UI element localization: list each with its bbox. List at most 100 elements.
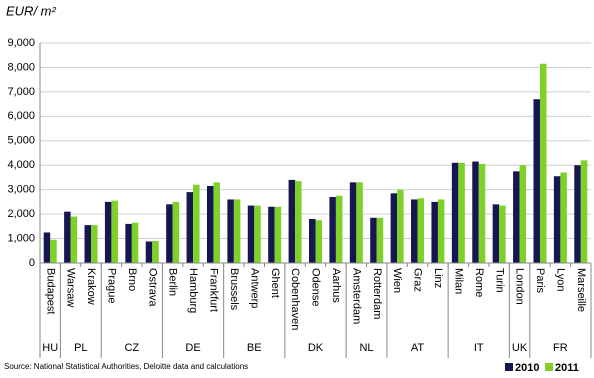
bar <box>417 198 425 263</box>
bar <box>492 204 500 263</box>
y-tick-label: 6,000 <box>7 110 35 122</box>
bar <box>288 179 296 263</box>
x-tick-label: Berlin <box>167 268 179 296</box>
bar <box>376 217 384 263</box>
legend-swatch <box>545 363 553 371</box>
x-tick-label: Turin <box>493 268 505 293</box>
bar <box>458 162 465 263</box>
bar <box>519 165 527 263</box>
bar <box>227 199 234 263</box>
bar <box>335 195 343 263</box>
y-tick-label: 5,000 <box>7 135 35 147</box>
bar <box>349 182 357 263</box>
bar <box>574 165 581 263</box>
bar <box>513 171 520 263</box>
x-tick-label: Graz <box>412 268 424 292</box>
bar <box>370 217 377 263</box>
x-tick-label: Odense <box>310 268 322 307</box>
bar <box>356 182 363 263</box>
x-tick-label: Prague <box>106 268 118 303</box>
bar <box>125 223 132 263</box>
group-label: IT <box>474 342 484 354</box>
bar <box>172 201 180 263</box>
group-label: NL <box>359 342 373 354</box>
x-tick-label: Wien <box>391 268 403 293</box>
bar <box>560 172 567 263</box>
group-label: PL <box>74 342 87 354</box>
x-tick-label: Cobenhaven <box>289 268 301 330</box>
source-note: Source: National Statistical Authorities… <box>4 362 248 371</box>
bar <box>233 199 241 263</box>
group-label: AT <box>411 342 425 354</box>
y-tick-label: 1,000 <box>7 232 35 244</box>
x-tick-label: London <box>514 268 526 305</box>
group-label: HU <box>42 342 58 354</box>
bar <box>411 199 418 263</box>
group-label: FR <box>553 342 568 354</box>
x-tick-label: Amsterdam <box>350 268 362 324</box>
bar <box>152 241 159 263</box>
x-tick-label: Milan <box>452 268 464 294</box>
x-tick-label: Rome <box>473 268 485 297</box>
x-tick-label: Aarhus <box>330 268 342 303</box>
x-tick-label: Marseille <box>575 268 587 312</box>
bar <box>533 99 540 263</box>
group-label: CZ <box>124 342 139 354</box>
x-tick-label: Brussels <box>228 268 240 311</box>
bar <box>91 225 98 263</box>
y-tick-label: 0 <box>29 257 35 269</box>
y-tick-label: 8,000 <box>7 61 35 73</box>
bar <box>131 222 139 263</box>
x-tick-label: Hamburg <box>187 268 199 313</box>
bar <box>84 225 92 263</box>
x-tick-label: Warsaw <box>65 268 77 307</box>
group-label: UK <box>512 342 528 354</box>
bar <box>50 239 57 263</box>
bar <box>213 182 220 263</box>
y-tick-label: 3,000 <box>7 184 35 196</box>
bar <box>431 201 438 263</box>
bar <box>437 199 445 263</box>
y-tick-label: 2,000 <box>7 208 35 220</box>
bar <box>309 219 316 263</box>
x-tick-label: Lyon <box>554 268 566 291</box>
bar <box>274 206 282 263</box>
bar <box>64 211 71 263</box>
x-tick-label: Ostrava <box>146 268 158 307</box>
bar <box>472 161 479 263</box>
group-label: DE <box>185 342 200 354</box>
x-tick-label: Paris <box>534 268 546 294</box>
y-tick-label: 7,000 <box>7 86 35 98</box>
bar <box>539 63 547 264</box>
x-tick-label: Krakow <box>85 268 97 305</box>
x-tick-label: Rotterdam <box>371 268 383 319</box>
legend-swatch <box>505 363 513 371</box>
bar <box>186 192 194 263</box>
legend-label: 2010 <box>515 362 539 374</box>
bar <box>268 206 275 263</box>
bar <box>70 216 78 263</box>
bar <box>193 184 200 263</box>
bar <box>247 205 255 263</box>
bar <box>145 241 153 263</box>
bar <box>329 197 336 263</box>
group-label: BE <box>247 342 262 354</box>
bar <box>390 193 398 263</box>
x-tick-label: Budapest <box>44 268 56 314</box>
bar <box>553 176 561 263</box>
bar <box>478 164 486 263</box>
bar <box>111 200 118 263</box>
group-label: DK <box>308 342 324 354</box>
x-tick-label: Frankfurt <box>208 268 220 312</box>
bar <box>451 162 459 263</box>
bar <box>206 186 214 263</box>
bar <box>254 205 261 263</box>
bar <box>43 232 51 263</box>
x-tick-label: Ghent <box>269 268 281 298</box>
x-tick-label: Antwerp <box>248 268 260 308</box>
y-tick-label: 4,000 <box>7 159 35 171</box>
bar <box>580 160 588 263</box>
bar <box>104 201 112 263</box>
legend-label: 2011 <box>555 362 579 374</box>
